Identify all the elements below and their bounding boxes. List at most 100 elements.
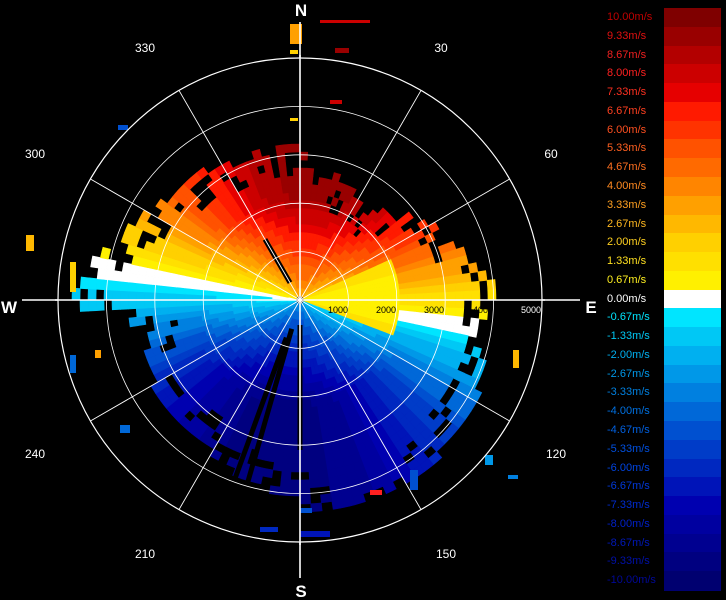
velocity-gate — [427, 221, 440, 234]
isolated-echo — [95, 350, 101, 358]
azimuth-label-300: 300 — [25, 147, 45, 161]
velocity-gate — [261, 154, 272, 166]
velocity-gate — [303, 367, 309, 377]
velocity-gate — [458, 255, 469, 267]
velocity-gate — [275, 144, 285, 155]
colorbar-swatch — [664, 270, 721, 291]
velocity-gate — [290, 215, 297, 225]
colorbar-entry: -0.67m/s — [607, 308, 721, 328]
colorbar-label: 8.67m/s — [607, 48, 647, 61]
velocity-gate — [135, 282, 146, 293]
velocity-gate — [305, 415, 314, 425]
velocity-gate — [285, 430, 294, 441]
velocity-gate — [280, 470, 292, 481]
velocity-gate — [293, 175, 301, 185]
no-data-streak — [236, 328, 295, 513]
colorbar-entry: -8.67m/s — [607, 533, 721, 554]
velocity-gate — [308, 470, 320, 481]
velocity-gate — [135, 307, 146, 318]
colorbar-entry: -1.33m/s — [607, 327, 721, 347]
velocity-gate — [286, 175, 295, 185]
velocity-gate — [111, 289, 121, 301]
velocity-gate — [406, 281, 416, 290]
colorbar-swatch — [664, 176, 721, 197]
velocity-gate — [112, 270, 123, 282]
range-label-2000: 2000 — [376, 305, 396, 315]
velocity-gate — [289, 199, 296, 209]
velocity-gate — [87, 299, 97, 312]
velocity-gate — [191, 294, 201, 301]
azimuth-spoke — [178, 90, 301, 301]
colorbar-label: 2.00m/s — [607, 236, 647, 249]
velocity-gate — [277, 160, 287, 170]
colorbar-label: -8.67m/s — [607, 536, 650, 549]
velocity-gate — [159, 299, 169, 308]
colorbar-swatch — [664, 83, 721, 103]
velocity-gate — [96, 267, 107, 280]
velocity-gate — [191, 299, 201, 306]
azimuth-spoke — [178, 299, 301, 510]
colorbar-entry: 7.33m/s — [607, 83, 721, 103]
colorbar-swatch — [664, 252, 721, 272]
velocity-gate — [453, 274, 464, 285]
colorbar-swatch — [664, 101, 721, 122]
velocity-gate — [119, 299, 129, 310]
colorbar-label: -6.00m/s — [607, 461, 650, 474]
ppi-display[interactable]: N S E W 30 60 120 150 210 240 300 330 10… — [0, 0, 600, 600]
velocity-gate — [175, 293, 185, 301]
velocity-gate — [294, 191, 301, 201]
colorbar-label: -0.67m/s — [607, 311, 650, 324]
velocity-gate — [286, 415, 295, 425]
isolated-echo — [320, 20, 370, 23]
velocity-gate — [439, 291, 449, 301]
azimuth-spoke — [299, 178, 510, 301]
colorbar-label: -8.00m/s — [607, 517, 650, 530]
velocity-gate — [299, 175, 307, 185]
velocity-gate — [291, 455, 301, 465]
colorbar-swatch — [664, 345, 721, 366]
colorbar-entry: 5.33m/s — [607, 139, 721, 159]
velocity-gate — [299, 167, 308, 177]
velocity-gate — [455, 291, 465, 301]
velocity-gate — [128, 272, 139, 284]
colorbar-swatch — [664, 45, 721, 65]
velocity-gate — [399, 294, 409, 301]
colorbar-entry: 0.00m/s — [607, 289, 721, 309]
velocity-gate — [453, 315, 464, 326]
colorbar-entry: -9.33m/s — [607, 552, 721, 572]
colorbar-label: -2.00m/s — [607, 348, 650, 361]
velocity-gate — [226, 456, 239, 469]
velocity-gate — [160, 313, 170, 323]
velocity-gate — [305, 175, 314, 185]
velocity-gate — [276, 152, 286, 163]
velocity-gate — [175, 286, 185, 295]
colorbar-swatch — [664, 233, 721, 253]
velocity-gate — [159, 292, 169, 301]
velocity-gate — [143, 347, 155, 360]
azimuth-label-210: 210 — [135, 547, 155, 561]
velocity-gate — [314, 437, 324, 448]
velocity-gate — [299, 479, 311, 489]
velocity-gate — [317, 469, 329, 480]
isolated-echo — [120, 425, 130, 433]
colorbar-label: -4.67m/s — [607, 424, 650, 437]
velocity-gate — [445, 275, 456, 285]
velocity-gate — [143, 283, 154, 293]
velocity-gate — [151, 307, 162, 316]
ppi-canvas[interactable]: N S E W 30 60 120 150 210 240 300 330 10… — [0, 0, 600, 600]
east-label: E — [585, 298, 596, 317]
azimuth-label-60: 60 — [544, 147, 558, 161]
isolated-echo — [300, 508, 312, 513]
velocity-gate — [430, 285, 441, 294]
colorbar-label: -1.33m/s — [607, 330, 650, 343]
velocity-gate — [399, 299, 409, 306]
isolated-echo — [410, 470, 418, 490]
velocity-gate — [183, 305, 193, 313]
velocity-gate — [307, 446, 317, 457]
velocity-gate — [315, 445, 325, 456]
isolated-echo — [290, 24, 302, 44]
colorbar-swatch — [664, 139, 721, 159]
velocity-gate — [304, 399, 312, 409]
velocity-gate — [127, 299, 137, 310]
velocity-gate — [291, 223, 297, 233]
